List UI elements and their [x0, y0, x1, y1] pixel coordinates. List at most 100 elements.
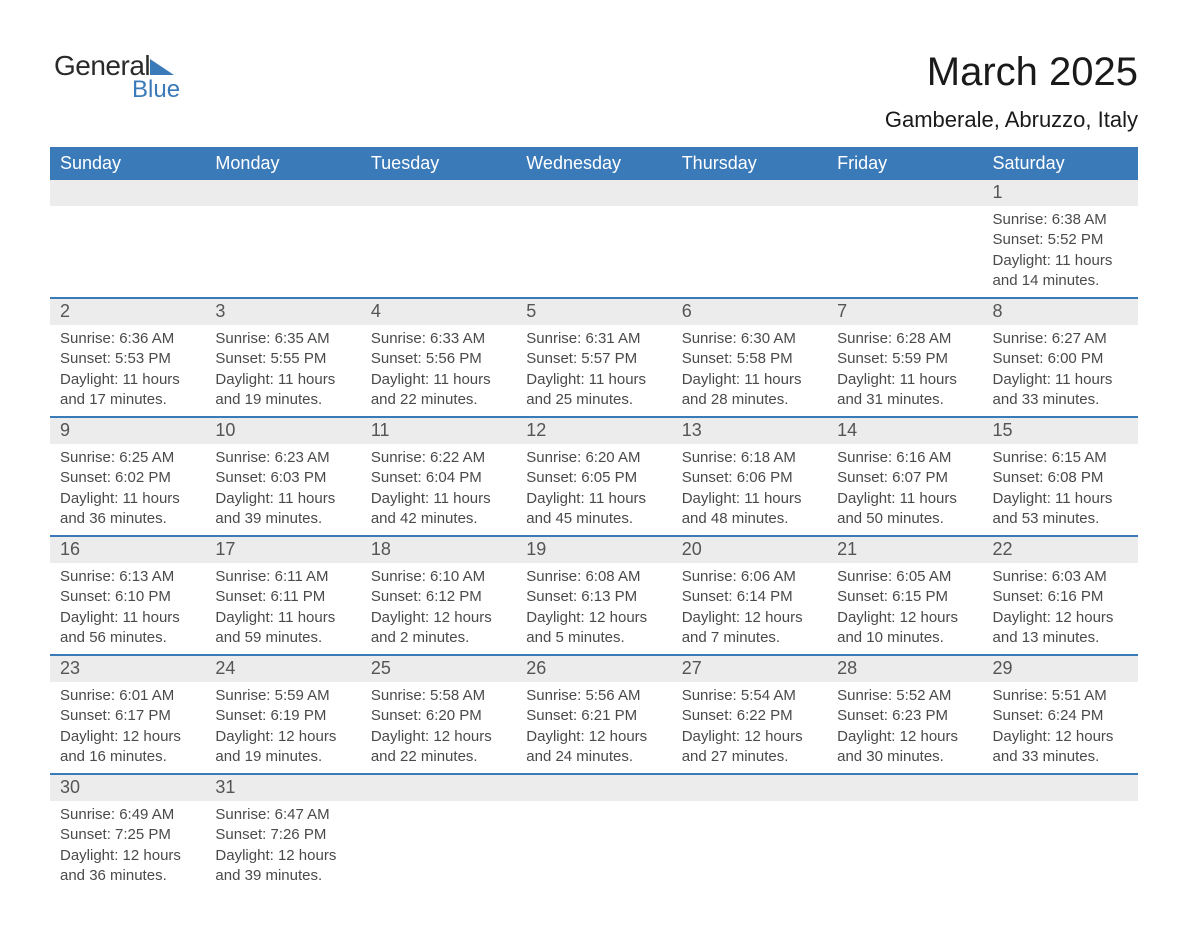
detail-line-sunset: Sunset: 5:59 PM: [837, 349, 972, 369]
calendar-cell: 20Sunrise: 6:06 AMSunset: 6:14 PMDayligh…: [672, 536, 827, 655]
detail-line-sunrise: Sunrise: 5:58 AM: [371, 686, 506, 706]
detail-line-sunset: Sunset: 5:55 PM: [215, 349, 350, 369]
detail-line-sunset: Sunset: 6:16 PM: [993, 587, 1128, 607]
day-details: Sunrise: 6:28 AMSunset: 5:59 PMDaylight:…: [827, 325, 982, 416]
calendar-cell: 14Sunrise: 6:16 AMSunset: 6:07 PMDayligh…: [827, 417, 982, 536]
empty-cell: [516, 206, 671, 292]
detail-line-d1: Daylight: 12 hours: [60, 727, 195, 747]
day-number: 15: [983, 418, 1138, 444]
detail-line-d2: and 59 minutes.: [215, 628, 350, 648]
day-number: [827, 180, 982, 206]
calendar-cell: 27Sunrise: 5:54 AMSunset: 6:22 PMDayligh…: [672, 655, 827, 774]
weekday-header-row: Sunday Monday Tuesday Wednesday Thursday…: [50, 147, 1138, 180]
detail-line-d1: Daylight: 11 hours: [993, 251, 1128, 271]
detail-line-sunrise: Sunrise: 6:16 AM: [837, 448, 972, 468]
calendar-cell: 18Sunrise: 6:10 AMSunset: 6:12 PMDayligh…: [361, 536, 516, 655]
detail-line-sunrise: Sunrise: 6:30 AM: [682, 329, 817, 349]
calendar-cell: 22Sunrise: 6:03 AMSunset: 6:16 PMDayligh…: [983, 536, 1138, 655]
day-details: Sunrise: 6:11 AMSunset: 6:11 PMDaylight:…: [205, 563, 360, 654]
empty-cell: [672, 206, 827, 292]
detail-line-d2: and 17 minutes.: [60, 390, 195, 410]
day-number: 29: [983, 656, 1138, 682]
header: General Blue March 2025 Gamberale, Abruz…: [50, 50, 1138, 139]
detail-line-sunrise: Sunrise: 6:15 AM: [993, 448, 1128, 468]
detail-line-d1: Daylight: 12 hours: [526, 727, 661, 747]
detail-line-sunset: Sunset: 6:19 PM: [215, 706, 350, 726]
detail-line-d1: Daylight: 11 hours: [215, 608, 350, 628]
calendar-cell: 21Sunrise: 6:05 AMSunset: 6:15 PMDayligh…: [827, 536, 982, 655]
calendar-cell: 29Sunrise: 5:51 AMSunset: 6:24 PMDayligh…: [983, 655, 1138, 774]
detail-line-sunrise: Sunrise: 6:20 AM: [526, 448, 661, 468]
detail-line-sunset: Sunset: 5:57 PM: [526, 349, 661, 369]
detail-line-sunset: Sunset: 5:58 PM: [682, 349, 817, 369]
weekday-header: Saturday: [983, 147, 1138, 180]
detail-line-d1: Daylight: 11 hours: [682, 489, 817, 509]
detail-line-d2: and 7 minutes.: [682, 628, 817, 648]
calendar-cell: [50, 180, 205, 298]
detail-line-sunrise: Sunrise: 6:33 AM: [371, 329, 506, 349]
day-details: Sunrise: 6:08 AMSunset: 6:13 PMDaylight:…: [516, 563, 671, 654]
calendar-cell: 26Sunrise: 5:56 AMSunset: 6:21 PMDayligh…: [516, 655, 671, 774]
day-number: 23: [50, 656, 205, 682]
day-details: Sunrise: 6:15 AMSunset: 6:08 PMDaylight:…: [983, 444, 1138, 535]
calendar-cell: 7Sunrise: 6:28 AMSunset: 5:59 PMDaylight…: [827, 298, 982, 417]
day-number: 31: [205, 775, 360, 801]
day-number: 10: [205, 418, 360, 444]
detail-line-sunset: Sunset: 6:17 PM: [60, 706, 195, 726]
empty-cell: [827, 206, 982, 292]
brand-name-2: Blue: [132, 76, 180, 104]
detail-line-sunset: Sunset: 6:20 PM: [371, 706, 506, 726]
detail-line-sunrise: Sunrise: 6:11 AM: [215, 567, 350, 587]
detail-line-d2: and 10 minutes.: [837, 628, 972, 648]
day-number: 9: [50, 418, 205, 444]
day-details: Sunrise: 6:25 AMSunset: 6:02 PMDaylight:…: [50, 444, 205, 535]
detail-line-sunset: Sunset: 6:12 PM: [371, 587, 506, 607]
calendar-cell: 12Sunrise: 6:20 AMSunset: 6:05 PMDayligh…: [516, 417, 671, 536]
detail-line-d1: Daylight: 11 hours: [837, 489, 972, 509]
detail-line-sunrise: Sunrise: 5:51 AM: [993, 686, 1128, 706]
detail-line-d2: and 36 minutes.: [60, 509, 195, 529]
detail-line-d1: Daylight: 12 hours: [215, 727, 350, 747]
day-details: Sunrise: 6:05 AMSunset: 6:15 PMDaylight:…: [827, 563, 982, 654]
weekday-header: Monday: [205, 147, 360, 180]
detail-line-sunset: Sunset: 6:04 PM: [371, 468, 506, 488]
day-details: Sunrise: 6:47 AMSunset: 7:26 PMDaylight:…: [205, 801, 360, 892]
detail-line-sunrise: Sunrise: 5:56 AM: [526, 686, 661, 706]
calendar-cell: 2Sunrise: 6:36 AMSunset: 5:53 PMDaylight…: [50, 298, 205, 417]
detail-line-sunset: Sunset: 6:22 PM: [682, 706, 817, 726]
day-details: Sunrise: 6:20 AMSunset: 6:05 PMDaylight:…: [516, 444, 671, 535]
calendar-week-row: 16Sunrise: 6:13 AMSunset: 6:10 PMDayligh…: [50, 536, 1138, 655]
calendar-week-row: 23Sunrise: 6:01 AMSunset: 6:17 PMDayligh…: [50, 655, 1138, 774]
detail-line-sunset: Sunset: 6:23 PM: [837, 706, 972, 726]
day-number: 8: [983, 299, 1138, 325]
calendar-cell: [516, 180, 671, 298]
detail-line-d2: and 36 minutes.: [60, 866, 195, 886]
detail-line-d1: Daylight: 11 hours: [993, 370, 1128, 390]
day-number: 1: [983, 180, 1138, 206]
detail-line-d1: Daylight: 12 hours: [682, 727, 817, 747]
calendar-cell: 25Sunrise: 5:58 AMSunset: 6:20 PMDayligh…: [361, 655, 516, 774]
detail-line-d1: Daylight: 12 hours: [215, 846, 350, 866]
day-details: Sunrise: 6:27 AMSunset: 6:00 PMDaylight:…: [983, 325, 1138, 416]
detail-line-d2: and 24 minutes.: [526, 747, 661, 767]
day-details: Sunrise: 6:35 AMSunset: 5:55 PMDaylight:…: [205, 325, 360, 416]
day-number: 24: [205, 656, 360, 682]
day-details: Sunrise: 5:59 AMSunset: 6:19 PMDaylight:…: [205, 682, 360, 773]
calendar-cell: [827, 180, 982, 298]
detail-line-sunset: Sunset: 7:25 PM: [60, 825, 195, 845]
detail-line-d1: Daylight: 11 hours: [837, 370, 972, 390]
detail-line-sunrise: Sunrise: 6:28 AM: [837, 329, 972, 349]
detail-line-sunset: Sunset: 6:02 PM: [60, 468, 195, 488]
detail-line-sunset: Sunset: 6:05 PM: [526, 468, 661, 488]
day-details: Sunrise: 5:56 AMSunset: 6:21 PMDaylight:…: [516, 682, 671, 773]
calendar-cell: 3Sunrise: 6:35 AMSunset: 5:55 PMDaylight…: [205, 298, 360, 417]
day-details: Sunrise: 6:33 AMSunset: 5:56 PMDaylight:…: [361, 325, 516, 416]
calendar-week-row: 1Sunrise: 6:38 AMSunset: 5:52 PMDaylight…: [50, 180, 1138, 298]
detail-line-sunrise: Sunrise: 6:22 AM: [371, 448, 506, 468]
detail-line-sunrise: Sunrise: 6:10 AM: [371, 567, 506, 587]
calendar-cell: 16Sunrise: 6:13 AMSunset: 6:10 PMDayligh…: [50, 536, 205, 655]
detail-line-d1: Daylight: 11 hours: [526, 370, 661, 390]
brand-triangle-icon: [150, 59, 174, 75]
calendar-cell: 19Sunrise: 6:08 AMSunset: 6:13 PMDayligh…: [516, 536, 671, 655]
detail-line-sunset: Sunset: 6:21 PM: [526, 706, 661, 726]
